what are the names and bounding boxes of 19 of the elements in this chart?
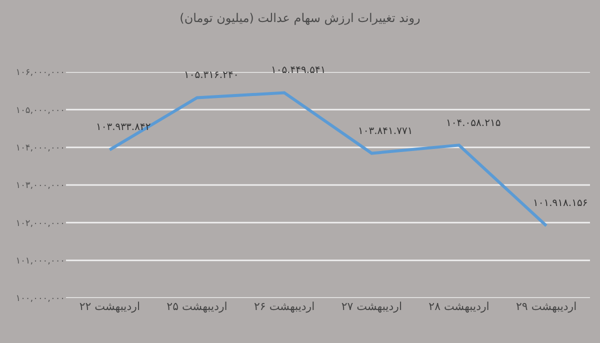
y-tick-label: ۱۰۶,۰۰۰,۰۰۰ — [16, 68, 65, 78]
y-tick-label: ۱۰۲,۰۰۰,۰۰۰ — [16, 218, 65, 229]
x-tick-label: ۲۸ اردیبهشت — [428, 300, 490, 313]
y-tick-label: ۱۰۴,۰۰۰,۰۰۰ — [16, 143, 65, 154]
y-tick-label: ۱۰۱,۰۰۰,۰۰۰ — [16, 256, 65, 266]
x-tick-label: ۲۹ اردیبهشت — [516, 300, 577, 313]
data-label: ۱۰۵.۴۴۹.۵۴۱ — [271, 65, 326, 76]
data-label: ۱۰۱.۹۱۸.۱۵۶ — [533, 198, 588, 209]
y-tick-label: ۱۰۰,۰۰۰,۰۰۰ — [16, 294, 65, 304]
y-tick-label: ۱۰۵,۰۰۰,۰۰۰ — [16, 106, 65, 116]
chart-title: روند تغییرات ارزش سهام عدالت (میلیون تومان) — [180, 11, 421, 26]
x-tick-label: ۲۷ اردیبهشت — [341, 300, 402, 313]
data-label: ۱۰۴.۰۵۸.۲۱۵ — [446, 118, 501, 129]
x-tick-label: ۲۵ اردیبهشت — [166, 300, 228, 313]
data-label: ۱۰۳.۸۴۱.۷۷۱ — [358, 126, 413, 137]
x-tick-label: ۲۶ اردیبهشت — [254, 300, 315, 313]
y-tick-label: ۱۰۳,۰۰۰,۰۰۰ — [16, 181, 65, 192]
x-tick-label: ۲۲ اردیبهشت — [79, 300, 140, 313]
data-label: ۱۰۵.۳۱۶.۲۴۰ — [184, 70, 239, 81]
